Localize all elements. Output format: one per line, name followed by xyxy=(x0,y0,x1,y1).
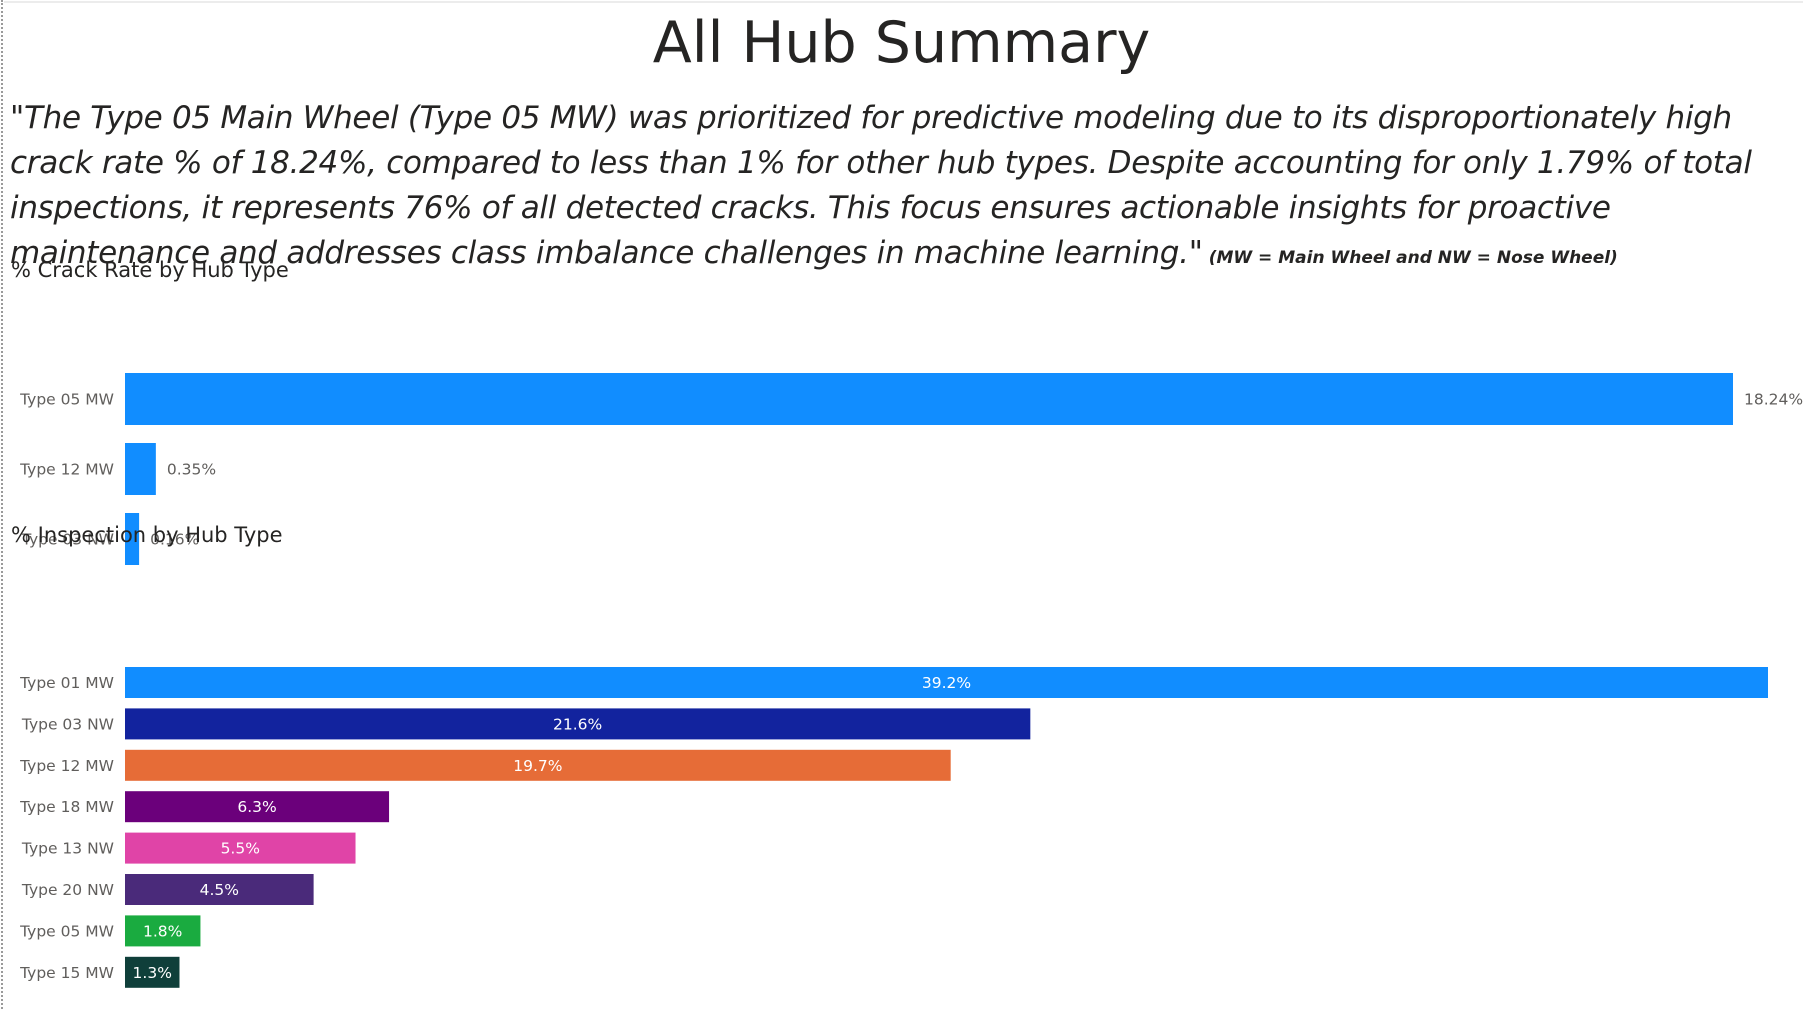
data-label-type-05-mw: 1.8% xyxy=(143,922,182,940)
page-title: All Hub Summary xyxy=(652,10,1151,76)
category-label-type-03-nw: Type 03 NW xyxy=(21,715,114,733)
bar-type-13-nw[interactable] xyxy=(125,832,356,864)
data-label-type-15-mw: 1.3% xyxy=(133,964,172,982)
category-label-type-12-mw: Type 12 MW xyxy=(19,757,114,775)
bar-type-15-mw[interactable] xyxy=(125,956,180,988)
data-label-type-03-nw: 21.6% xyxy=(553,715,602,733)
category-label-type-15-mw: Type 15 MW xyxy=(19,964,114,982)
data-label-type-05-mw: 18.24% xyxy=(1744,391,1803,409)
data-label-type-20-nw: 4.5% xyxy=(200,881,239,899)
category-label-type-13-nw: Type 13 NW xyxy=(21,840,114,858)
top-divider xyxy=(4,1,1803,3)
bar-type-01-mw[interactable] xyxy=(125,667,1768,698)
abbreviation-note: (MW = Main Wheel and NW = Nose Wheel) xyxy=(1208,248,1618,268)
category-label-type-01-mw: Type 01 MW xyxy=(19,674,114,692)
summary-text: "The Type 05 Main Wheel (Type 05 MW) was… xyxy=(10,96,1795,281)
category-label-type-05-mw: Type 05 MW xyxy=(19,922,114,940)
data-label-type-12-mw: 19.7% xyxy=(513,757,562,775)
crack-rate-chart-title: % Crack Rate by Hub Type xyxy=(11,258,289,282)
data-label-type-13-nw: 5.5% xyxy=(221,840,260,858)
bar-type-20-nw[interactable] xyxy=(125,874,314,905)
category-label-type-18-mw: Type 18 MW xyxy=(19,798,114,816)
page-border xyxy=(1,0,3,1009)
data-label-type-12-mw: 0.35% xyxy=(167,461,216,479)
category-label-type-05-mw: Type 05 MW xyxy=(19,391,114,409)
bar-type-12-mw[interactable] xyxy=(125,749,951,781)
bar-type-18-mw[interactable] xyxy=(125,791,390,823)
bar-type-05-mw[interactable] xyxy=(125,915,201,947)
category-label-type-20-nw: Type 20 NW xyxy=(21,881,114,899)
data-label-type-18-mw: 6.3% xyxy=(237,798,276,816)
bar-type-03-nw[interactable] xyxy=(125,708,1031,740)
data-label-type-01-mw: 39.2% xyxy=(922,674,971,692)
bar-type-05-mw[interactable] xyxy=(125,373,1733,425)
summary-quote: "The Type 05 Main Wheel (Type 05 MW) was… xyxy=(10,100,1752,271)
bar-type-12-mw[interactable] xyxy=(125,443,156,495)
category-label-type-12-mw: Type 12 MW xyxy=(19,461,114,479)
inspection-chart-title: % Inspection by Hub Type xyxy=(11,523,283,547)
